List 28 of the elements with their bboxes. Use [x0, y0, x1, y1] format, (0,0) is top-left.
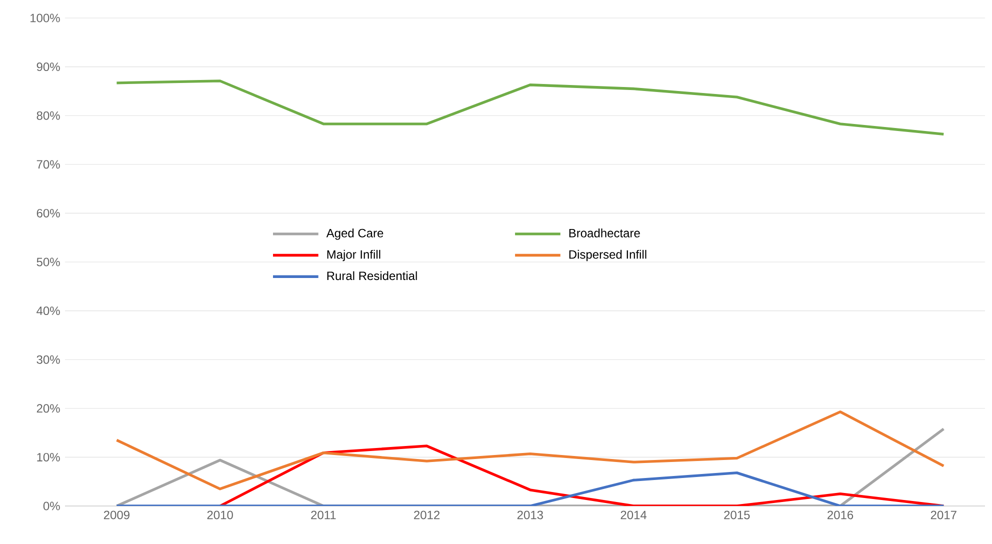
y-tick-label: 10%	[37, 452, 60, 462]
line-series	[115, 410, 945, 490]
x-tick-label: 2013	[517, 510, 543, 520]
y-tick-label: 20%	[36, 404, 60, 413]
y-tick-label: 70%	[36, 160, 60, 169]
y-tick-label: 60%	[36, 208, 60, 218]
y-tick-label: 80%	[36, 111, 60, 120]
x-tick-label: 2015	[724, 510, 750, 520]
legend-label: Dispersed Infill	[569, 250, 646, 262]
line-series	[115, 80, 945, 136]
y-tick-label: 90%	[36, 62, 60, 72]
x-tick-label: 2009	[104, 510, 130, 520]
line-series	[218, 444, 945, 506]
legend-label: Major Infill	[327, 250, 380, 262]
y-tick-label: 40%	[36, 306, 60, 316]
legend-label: Rural Residential	[327, 271, 417, 280]
y-tick-label: 50%	[36, 258, 60, 266]
legend-label: Broadhectare	[569, 228, 640, 238]
x-tick-label: 2011	[311, 510, 336, 520]
x-tick-label: 2010	[207, 510, 233, 520]
legend-label: Aged Care	[326, 228, 384, 240]
x-tick-label: 2016	[828, 510, 854, 520]
x-tick-label: 2012	[414, 510, 440, 520]
y-tick-label: 0%	[43, 502, 60, 510]
x-tick-label: 2014	[620, 510, 647, 520]
y-tick-label: 100%	[30, 14, 60, 22]
y-tick-label: 30%	[36, 355, 60, 364]
x-tick-label: 2017	[930, 510, 956, 520]
